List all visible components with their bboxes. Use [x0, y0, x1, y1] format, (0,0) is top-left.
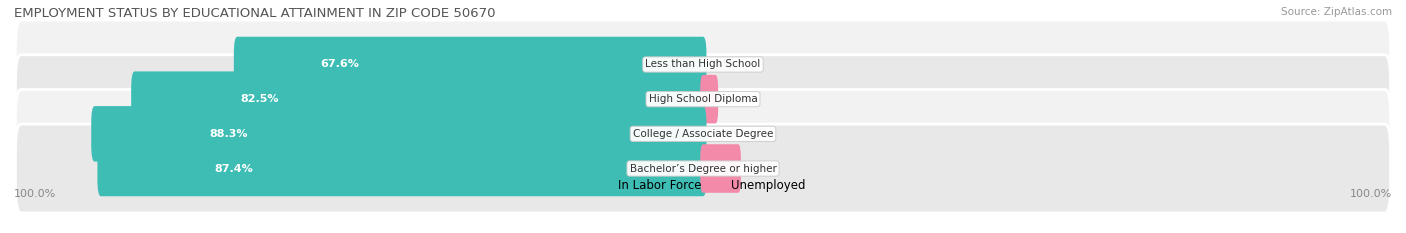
- Text: 5.1%: 5.1%: [748, 164, 776, 174]
- Text: EMPLOYMENT STATUS BY EDUCATIONAL ATTAINMENT IN ZIP CODE 50670: EMPLOYMENT STATUS BY EDUCATIONAL ATTAINM…: [14, 7, 495, 20]
- FancyBboxPatch shape: [15, 20, 1391, 109]
- Text: High School Diploma: High School Diploma: [648, 94, 758, 104]
- FancyBboxPatch shape: [91, 106, 706, 161]
- Text: Source: ZipAtlas.com: Source: ZipAtlas.com: [1281, 7, 1392, 17]
- Text: Less than High School: Less than High School: [645, 59, 761, 69]
- FancyBboxPatch shape: [233, 37, 706, 92]
- FancyBboxPatch shape: [97, 141, 706, 196]
- Text: College / Associate Degree: College / Associate Degree: [633, 129, 773, 139]
- FancyBboxPatch shape: [131, 72, 706, 127]
- Text: 82.5%: 82.5%: [240, 94, 278, 104]
- Text: 100.0%: 100.0%: [1350, 189, 1392, 199]
- Text: 1.8%: 1.8%: [725, 94, 754, 104]
- FancyBboxPatch shape: [700, 144, 741, 193]
- Text: 100.0%: 100.0%: [14, 189, 56, 199]
- Text: 0.0%: 0.0%: [713, 59, 741, 69]
- Text: Bachelor’s Degree or higher: Bachelor’s Degree or higher: [630, 164, 776, 174]
- FancyBboxPatch shape: [700, 75, 718, 123]
- Text: 0.0%: 0.0%: [713, 129, 741, 139]
- FancyBboxPatch shape: [15, 124, 1391, 213]
- FancyBboxPatch shape: [15, 55, 1391, 144]
- Text: 87.4%: 87.4%: [214, 164, 253, 174]
- FancyBboxPatch shape: [15, 89, 1391, 178]
- Legend: In Labor Force, Unemployed: In Labor Force, Unemployed: [596, 175, 810, 197]
- Text: 88.3%: 88.3%: [209, 129, 247, 139]
- Text: 67.6%: 67.6%: [321, 59, 359, 69]
